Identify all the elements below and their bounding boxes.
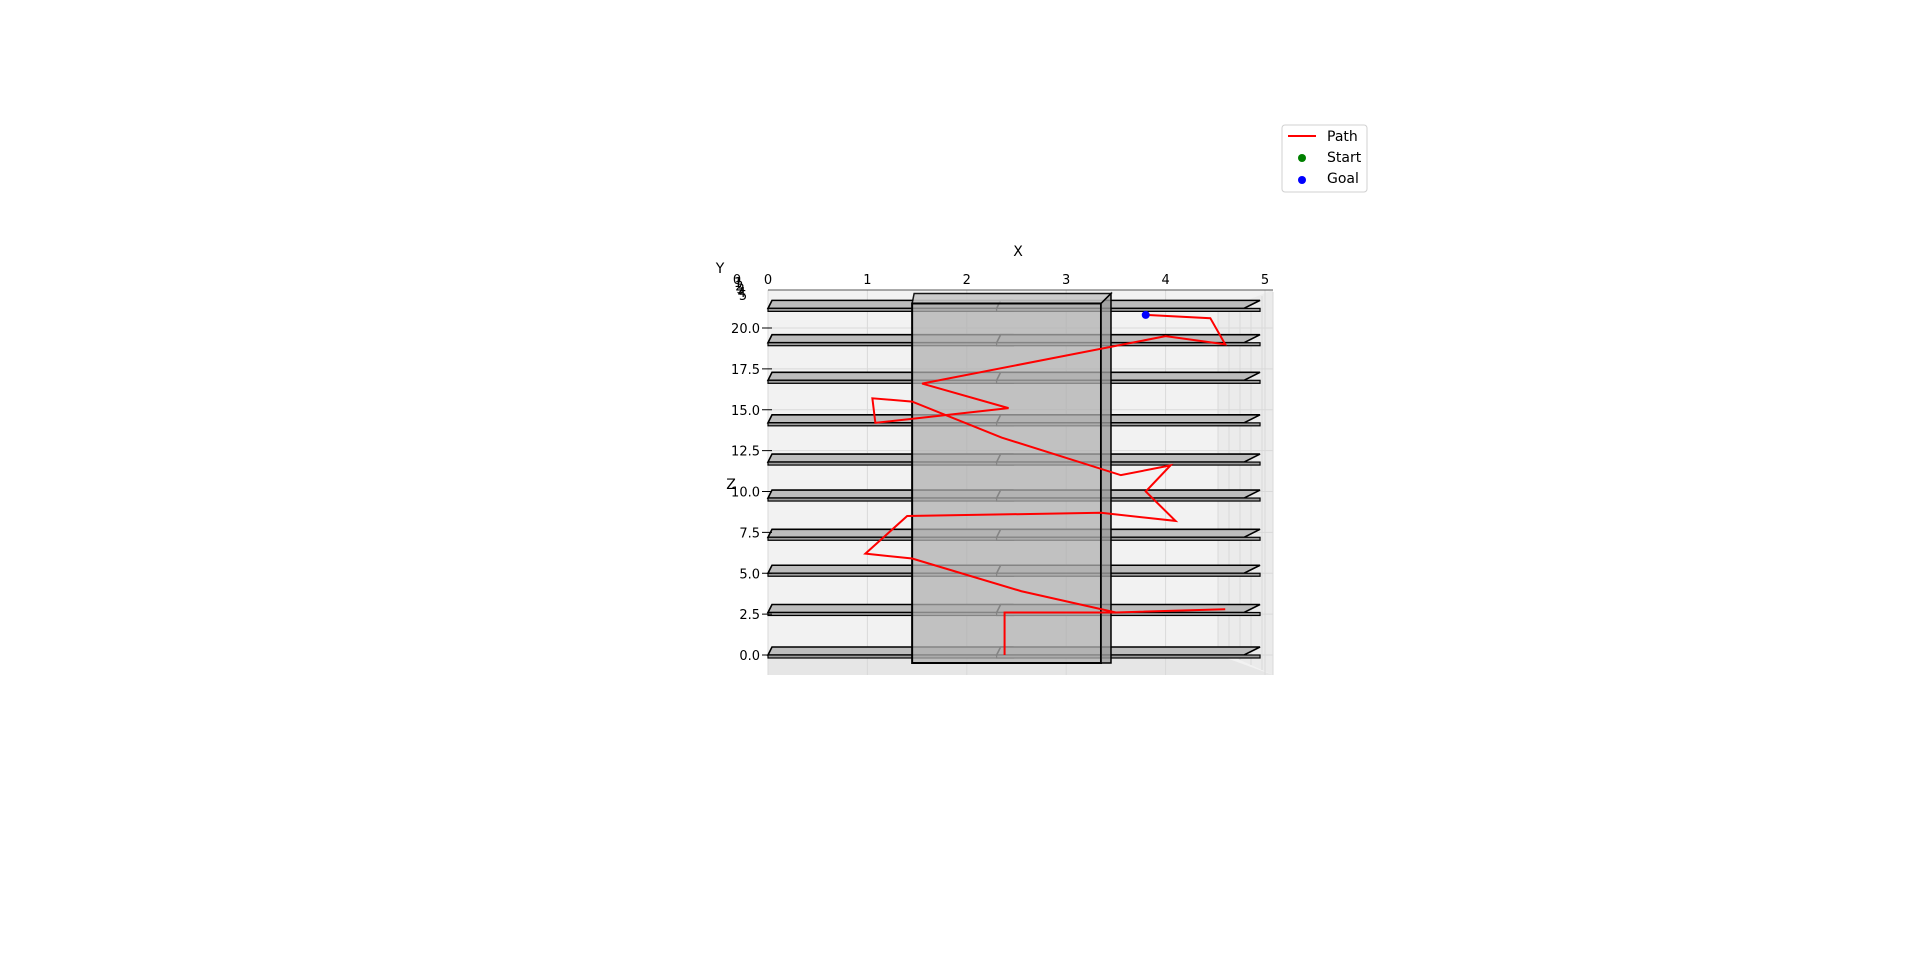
x-tick-label: 4 (1161, 273, 1169, 288)
legend-goal-marker (1298, 176, 1306, 184)
z-tick-label: 10.0 (731, 486, 760, 501)
z-tick-label: 7.5 (739, 526, 760, 541)
pillar-top (911, 292, 1113, 305)
z-tick-label: 5.0 (739, 567, 760, 582)
x-tick-label: 5 (1261, 273, 1269, 288)
legend-goal-label: Goal (1327, 171, 1359, 187)
z-tick-label: 12.5 (731, 445, 760, 460)
axis-ticks: 0 1 2 3 4 50.02.55.07.510.012.515.017.520.001… (731, 273, 1269, 664)
z-tick-label: 15.0 (731, 404, 760, 419)
y-axis-title: Y (715, 261, 725, 277)
y-tick-label: 1 (734, 276, 742, 291)
x-tick-label: 1 (863, 273, 871, 288)
y-tick-label: 5 (739, 289, 747, 304)
pillar-side (1100, 291, 1112, 664)
legend-path-label: Path (1327, 129, 1358, 145)
legend-start-marker (1298, 154, 1306, 162)
right-pane (1218, 290, 1273, 675)
goal-marker (1141, 310, 1150, 319)
legend: Path Start Goal (1281, 124, 1368, 193)
z-tick-label: 0.0 (739, 649, 760, 664)
path-layer (863, 310, 1228, 655)
x-tick-label: 0 (764, 273, 772, 288)
pillar (911, 291, 1113, 664)
legend-start-label: Start (1327, 150, 1362, 166)
y-tick-label: 0 (733, 273, 741, 288)
z-tick-label: 2.5 (739, 608, 760, 623)
x-tick-label: 3 (1062, 273, 1070, 288)
z-tick-label: 17.5 (731, 363, 760, 378)
pillar-front (911, 302, 1102, 664)
y-tick-label: 3 (736, 283, 744, 298)
floor-pane (768, 655, 1273, 675)
x-tick-label: 2 (963, 273, 971, 288)
z-axis-title: Z (726, 477, 736, 493)
z-tick-label: 20.0 (731, 322, 760, 337)
x-axis-title: X (1013, 244, 1023, 260)
y-tick-label: 2 (735, 279, 743, 294)
legend-box (1281, 124, 1368, 193)
series-path-line (863, 313, 1228, 655)
y-tick-label: 4 (738, 286, 746, 301)
